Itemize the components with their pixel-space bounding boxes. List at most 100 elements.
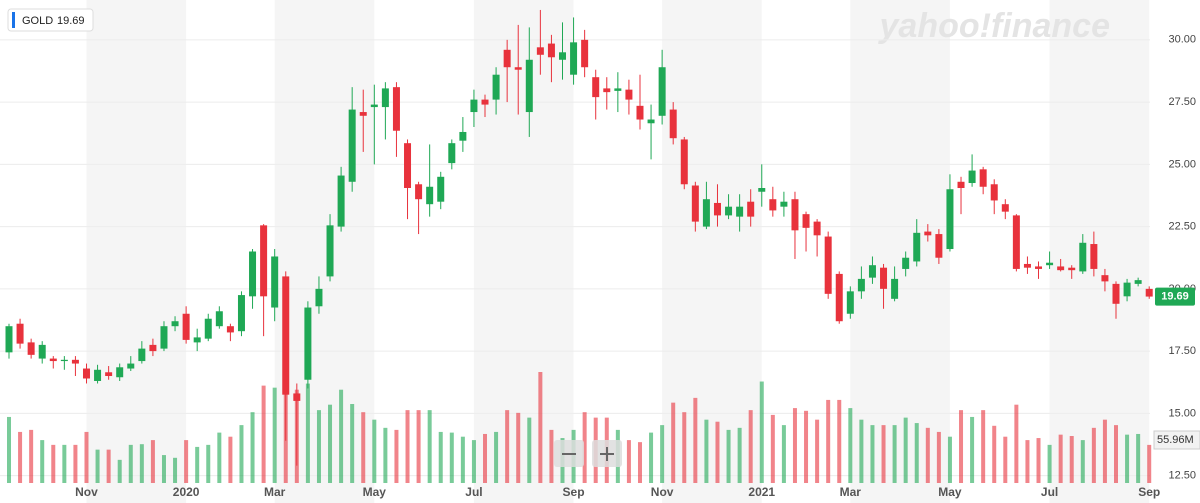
volume-bar xyxy=(1058,434,1063,483)
volume-bar xyxy=(804,410,809,483)
legend-swatch xyxy=(12,12,15,28)
volume-bar xyxy=(1036,438,1041,483)
candle-body xyxy=(990,184,998,201)
month-band xyxy=(473,0,574,503)
candle-body xyxy=(38,344,46,359)
zoom-controls xyxy=(554,440,622,467)
candle-body xyxy=(138,348,146,362)
volume-bar xyxy=(549,429,554,483)
volume-bar xyxy=(305,383,310,483)
month-band xyxy=(86,0,187,503)
volume-bar xyxy=(505,410,510,483)
candle-body xyxy=(669,109,677,139)
volume-bar xyxy=(682,412,687,483)
volume-bar xyxy=(859,419,864,483)
candle-body xyxy=(492,74,500,100)
candle-body xyxy=(404,143,412,189)
volume-bar xyxy=(383,427,388,483)
volume-bar xyxy=(1102,419,1107,483)
volume-bar xyxy=(704,419,709,483)
candle-body xyxy=(514,67,522,70)
candle-body xyxy=(614,88,622,91)
volume-bar xyxy=(649,432,654,483)
volume-bar xyxy=(206,444,211,483)
volume-bar xyxy=(637,442,642,483)
volume-bar xyxy=(161,455,166,483)
candle-body xyxy=(304,307,312,380)
candle-body xyxy=(503,49,511,68)
candle-body xyxy=(370,104,378,108)
candle-body xyxy=(171,321,179,327)
candle-body xyxy=(813,221,821,236)
candle-body xyxy=(337,175,345,227)
volume-bar xyxy=(394,429,399,483)
month-band xyxy=(1049,0,1150,503)
candle-body xyxy=(702,199,710,227)
candle-body xyxy=(891,278,899,299)
candle-body xyxy=(979,169,987,187)
candle-body xyxy=(769,199,777,211)
volume-bar xyxy=(726,429,731,483)
volume-bar xyxy=(460,436,465,483)
candle-body xyxy=(713,202,721,216)
volume-bar xyxy=(538,372,543,483)
candle-body xyxy=(1023,263,1031,268)
volume-bar xyxy=(527,417,532,483)
volume-bar xyxy=(715,421,720,483)
volume-bar xyxy=(316,410,321,483)
candle-body xyxy=(880,267,888,289)
candle-body xyxy=(149,344,157,352)
candle-body xyxy=(237,295,245,332)
tags: 55.96M 19.69 xyxy=(1153,287,1200,450)
candle-body xyxy=(226,326,234,333)
x-tick-label: Mar xyxy=(264,485,286,499)
volume-bar xyxy=(95,449,100,483)
volume-bar xyxy=(350,404,355,483)
volume-bar xyxy=(483,433,488,483)
volume-bar xyxy=(40,440,45,483)
volume-bar xyxy=(992,425,997,483)
volume-bar xyxy=(781,425,786,483)
volume-bar xyxy=(1147,444,1152,483)
candle-body xyxy=(426,186,434,205)
y-tick-label: 27.50 xyxy=(1168,96,1196,108)
x-tick-label: Sep xyxy=(563,485,585,499)
volume-bar xyxy=(117,459,122,483)
candle-body xyxy=(1079,242,1087,272)
candle-body xyxy=(658,67,666,116)
volume-tag: 55.96M xyxy=(1157,434,1194,446)
volume-bar xyxy=(1003,436,1008,483)
candle-body xyxy=(60,359,68,362)
y-tick-label: 17.50 xyxy=(1168,345,1196,357)
volume-bar xyxy=(7,416,11,483)
x-tick-label: Nov xyxy=(75,485,98,499)
candle-body xyxy=(448,143,456,164)
volume-bar xyxy=(959,410,964,483)
volume-bar xyxy=(981,410,986,483)
candle-body xyxy=(1090,244,1098,269)
candle-body xyxy=(747,201,755,217)
volume-bar xyxy=(449,432,454,483)
candle-body xyxy=(525,59,533,113)
candle-body xyxy=(415,184,423,200)
x-tick-label: May xyxy=(363,485,387,499)
volume-bar xyxy=(626,440,631,483)
month-bands xyxy=(86,0,1150,503)
grid xyxy=(0,39,1150,477)
candle-body xyxy=(691,185,699,222)
volume-bar xyxy=(660,425,665,483)
candle-body xyxy=(5,326,13,353)
candle-body xyxy=(536,47,544,55)
candle-body xyxy=(27,342,35,355)
volume-bar xyxy=(173,457,178,483)
volume-bar xyxy=(73,444,78,483)
x-tick-label: 2020 xyxy=(173,485,200,499)
volume-bar xyxy=(427,410,432,483)
month-band xyxy=(850,0,950,503)
candle-body xyxy=(791,199,799,231)
volume-bar xyxy=(150,440,155,483)
volume-bar xyxy=(1136,433,1141,483)
candle-body xyxy=(470,99,478,113)
volume-bar xyxy=(128,444,133,483)
candle-body xyxy=(1057,266,1065,271)
